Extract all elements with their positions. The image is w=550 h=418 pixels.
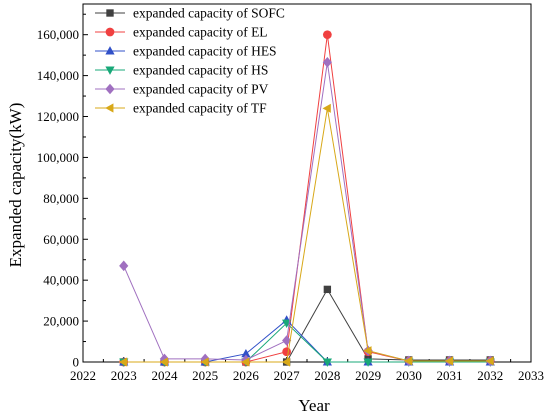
legend-item: expanded capacity of SOFC bbox=[95, 6, 285, 21]
data-point bbox=[323, 285, 332, 294]
legend-marker bbox=[106, 9, 114, 17]
data-point bbox=[159, 357, 168, 367]
legend-marker bbox=[105, 103, 114, 113]
x-axis: 2022 2023 2024 2025 2026 2027 2028 2029 2030 2031… bbox=[70, 357, 544, 383]
x-axis-title: Year bbox=[298, 396, 330, 415]
x-tick-label: 2024 bbox=[151, 368, 178, 383]
legend-marker bbox=[105, 83, 115, 95]
legend-label: expanded capacity of PV bbox=[133, 82, 269, 97]
series-line bbox=[123, 288, 491, 363]
data-point bbox=[241, 357, 250, 367]
legend-marker bbox=[105, 27, 115, 37]
data-point bbox=[200, 357, 209, 367]
y-tick-label: 100,000 bbox=[37, 150, 79, 165]
x-tick-label: 2031 bbox=[437, 368, 463, 383]
legend-item: expanded capacity of PV bbox=[95, 82, 269, 97]
data-point bbox=[281, 357, 291, 367]
legend-item: expanded capacity of EL bbox=[95, 25, 268, 40]
legend: expanded capacity of SOFC expanded capaci… bbox=[95, 6, 285, 116]
data-point bbox=[322, 358, 332, 367]
data-point bbox=[282, 335, 292, 346]
x-tick-label: 2028 bbox=[314, 368, 340, 383]
legend-label: expanded capacity of EL bbox=[133, 25, 268, 40]
data-point bbox=[363, 346, 372, 356]
y-tick-label: 140,000 bbox=[37, 68, 79, 83]
y-tick-label: 120,000 bbox=[37, 109, 79, 124]
x-tick-label: 2022 bbox=[70, 368, 96, 383]
legend-label: expanded capacity of HES bbox=[133, 44, 277, 59]
data-point bbox=[403, 356, 413, 366]
x-tick-label: 2025 bbox=[192, 368, 218, 383]
x-tick-label: 2027 bbox=[274, 368, 301, 383]
x-tick-label: 2023 bbox=[111, 368, 137, 383]
legend-item: expanded capacity of HS bbox=[95, 63, 268, 78]
y-tick-label: 20,000 bbox=[43, 314, 79, 329]
x-tick-label: 2030 bbox=[396, 368, 422, 383]
y-tick-label: 160,000 bbox=[37, 27, 79, 42]
data-point bbox=[241, 348, 251, 358]
x-tick-label: 2032 bbox=[477, 368, 503, 383]
series-triangle-up bbox=[119, 315, 495, 366]
data-point bbox=[118, 357, 128, 367]
y-tick-label: 80,000 bbox=[43, 191, 79, 206]
data-point bbox=[322, 57, 332, 68]
series-line bbox=[123, 322, 491, 363]
series-layer bbox=[118, 30, 495, 367]
legend-item: expanded capacity of TF bbox=[95, 101, 267, 116]
legend-label: expanded capacity of HS bbox=[133, 63, 268, 78]
legend-marker bbox=[105, 46, 115, 55]
x-tick-label: 2033 bbox=[518, 368, 544, 383]
legend-label: expanded capacity of TF bbox=[133, 101, 267, 116]
y-tick-label: 0 bbox=[73, 355, 80, 370]
series-line bbox=[123, 108, 491, 363]
legend-item: expanded capacity of HES bbox=[95, 44, 277, 59]
data-point bbox=[363, 358, 373, 367]
data-point bbox=[322, 103, 331, 113]
y-tick-label: 40,000 bbox=[43, 273, 79, 288]
data-point bbox=[119, 260, 129, 272]
data-point bbox=[322, 30, 332, 40]
y-axis-title: Expanded capacity(kW) bbox=[6, 103, 25, 268]
series-square bbox=[120, 285, 494, 366]
y-tick-label: 60,000 bbox=[43, 232, 79, 247]
x-tick-label: 2029 bbox=[355, 368, 381, 383]
data-point bbox=[444, 356, 453, 366]
y-axis: 0 20,000 40,000 60,000 80,000 100,000 120,000 1… bbox=[37, 13, 88, 370]
series-triangle-left bbox=[118, 103, 494, 367]
data-point bbox=[282, 347, 292, 357]
legend-marker bbox=[105, 66, 115, 75]
legend-label: expanded capacity of SOFC bbox=[133, 6, 285, 21]
x-tick-label: 2026 bbox=[233, 368, 260, 383]
data-point bbox=[485, 356, 494, 366]
